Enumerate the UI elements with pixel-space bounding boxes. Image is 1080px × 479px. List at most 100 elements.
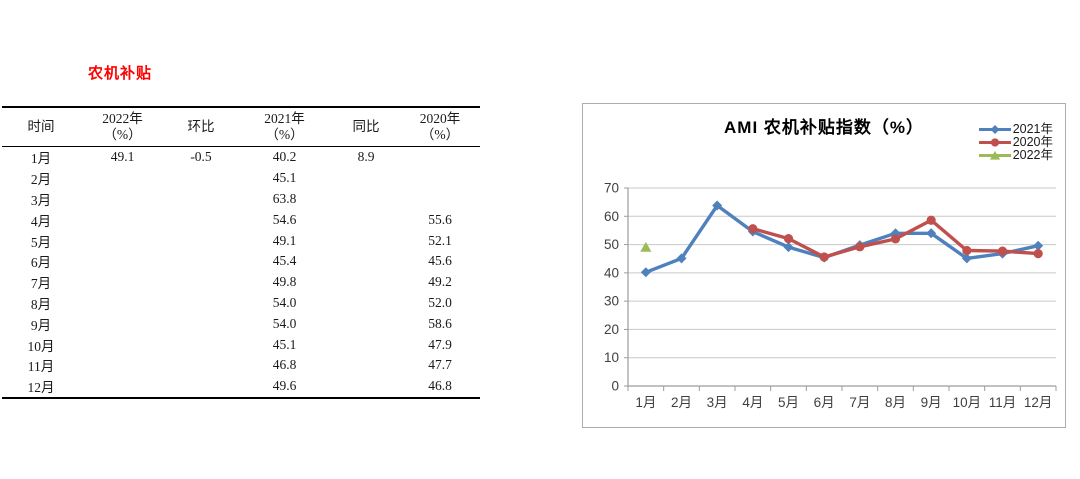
table-cell	[332, 293, 400, 314]
table-cell	[80, 334, 165, 355]
table-cell: 8月	[30, 296, 52, 312]
table-cell	[165, 334, 237, 355]
table-cell	[332, 168, 400, 189]
legend-label: 2021年	[1012, 122, 1053, 136]
table-cell: 54.6	[272, 211, 297, 227]
table-row: 6月 45.4 45.6	[2, 251, 480, 272]
x-axis-label: 3月	[707, 395, 728, 410]
table-cell: 2月	[30, 172, 52, 188]
table-cell	[80, 251, 165, 272]
x-axis-label: 6月	[814, 395, 835, 410]
table-cell	[80, 313, 165, 334]
table-header-cell: 2020年 （%）	[400, 107, 480, 147]
y-axis-label: 50	[604, 237, 619, 252]
table-cell	[165, 355, 237, 376]
x-axis-label: 5月	[778, 395, 799, 410]
table-row: 9月 54.0 58.6	[2, 313, 480, 334]
table-cell: 8.9	[357, 149, 375, 165]
y-axis-label: 20	[604, 322, 619, 337]
table-cell: 47.9	[428, 336, 452, 352]
table-cell	[332, 334, 400, 355]
table-header-cell: 环比	[165, 107, 237, 147]
table-cell: 12月	[27, 380, 55, 396]
table-row: 2月 45.1	[2, 168, 480, 189]
legend-item: 2021年	[978, 123, 1053, 136]
y-axis-label: 60	[604, 209, 619, 224]
table-header-cell: 2021年 （%）	[237, 107, 332, 147]
table-row: 8月 54.0 52.0	[2, 293, 480, 314]
table-cell: 4月	[30, 213, 52, 229]
series-markers-2022年	[640, 241, 652, 252]
x-axis-label: 1月	[635, 395, 656, 410]
table-cell	[165, 293, 237, 314]
table-cell: 49.6	[272, 378, 297, 394]
table-cell	[332, 313, 400, 334]
table-cell: 1月	[30, 151, 52, 167]
table-row: 4月 54.6 55.6	[2, 209, 480, 230]
table-cell	[80, 272, 165, 293]
table-cell	[80, 189, 165, 210]
chart-svg: 0 10 20 30 40 50 60 70 1月 2月 3月 4月 5月 6月 7月 8月 9月 10月 11月 1…	[604, 181, 1057, 410]
table-cell: 5月	[30, 234, 52, 250]
table-cell	[332, 209, 400, 230]
x-axis-label: 7月	[849, 395, 870, 410]
x-axis-label: 12月	[1024, 395, 1053, 410]
table-cell	[80, 355, 165, 376]
header-line1: 时间	[27, 118, 55, 134]
table-row: 10月 45.1 47.9	[2, 334, 480, 355]
table-cell: 49.1	[110, 149, 135, 165]
table-cell: 7月	[30, 276, 52, 292]
y-axis-label: 40	[604, 265, 619, 280]
table-cell: 11月	[27, 359, 55, 375]
chart-panel: 0 10 20 30 40 50 60 70 1月 2月 3月 4月 5月 6月 7月 8月 9月 10月 11月 1…	[582, 103, 1066, 428]
table-cell	[80, 168, 165, 189]
header-line1: 2020年	[419, 110, 461, 126]
table-row: 11月 46.8 47.7	[2, 355, 480, 376]
legend-item: 2020年	[978, 136, 1053, 149]
section-title: 农机补贴	[88, 64, 153, 82]
table-cell	[165, 168, 237, 189]
table-cell: 45.1	[272, 170, 297, 186]
legend-marker-icon	[978, 138, 1011, 147]
table-row: 5月 49.1 52.1	[2, 230, 480, 251]
y-axis-label: 0	[611, 379, 619, 394]
table-cell	[165, 272, 237, 293]
series-markers-2020年	[748, 215, 1043, 262]
x-axis-label: 2月	[671, 395, 692, 410]
table-cell	[80, 376, 165, 398]
legend-marker-icon	[978, 150, 1011, 160]
table-cell: 49.1	[272, 232, 297, 248]
header-line2: （%）	[265, 127, 304, 142]
table-cell: 46.8	[428, 378, 452, 394]
table-cell	[332, 272, 400, 293]
table-cell: 9月	[30, 317, 52, 333]
x-axis-label: 8月	[885, 395, 906, 410]
table-row: 3月 63.8	[2, 189, 480, 210]
table-cell	[332, 355, 400, 376]
subsidy-table: 时间 2022年 （%） 环比 2021年 （%） 同比 2020年 （%） 1月 49.1 -0.…	[2, 106, 480, 399]
table-cell	[165, 230, 237, 251]
legend-marker-icon	[978, 125, 1011, 134]
table-cell	[165, 209, 237, 230]
table-cell: 3月	[30, 192, 52, 208]
header-line1: 2021年	[264, 110, 305, 126]
chart-legend: 2021年 2020年 2022年	[978, 123, 1053, 162]
table-cell: -0.5	[190, 149, 212, 165]
table-cell: 46.8	[272, 357, 297, 373]
header-line2: （%）	[103, 127, 142, 142]
table-header-cell: 同比	[332, 107, 400, 147]
table-cell: 52.0	[428, 294, 452, 310]
table-header-cell: 2022年 （%）	[80, 107, 165, 147]
table-cell	[80, 293, 165, 314]
table-cell: 55.6	[428, 211, 452, 227]
table-row: 1月 49.1 -0.5 40.2 8.9	[2, 147, 480, 168]
table-cell	[400, 189, 480, 210]
table-header-cell: 时间	[2, 107, 80, 147]
header-line1: 2022年	[102, 110, 143, 126]
table-row: 7月 49.8 49.2	[2, 272, 480, 293]
table-row: 12月 49.6 46.8	[2, 376, 480, 398]
table-cell: 49.8	[272, 274, 297, 290]
table-cell: 54.0	[272, 294, 297, 310]
table-cell	[165, 189, 237, 210]
table-cell: 58.6	[428, 315, 452, 331]
